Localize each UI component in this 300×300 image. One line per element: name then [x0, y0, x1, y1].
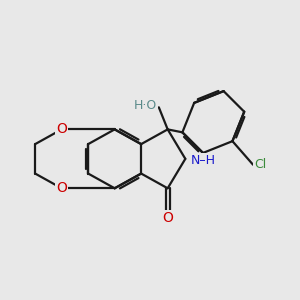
- Text: O: O: [56, 181, 67, 195]
- Text: O: O: [56, 122, 67, 136]
- Text: N–H: N–H: [190, 154, 215, 167]
- Text: Cl: Cl: [254, 158, 266, 171]
- Text: O: O: [162, 211, 173, 225]
- Text: H·O: H·O: [134, 99, 157, 112]
